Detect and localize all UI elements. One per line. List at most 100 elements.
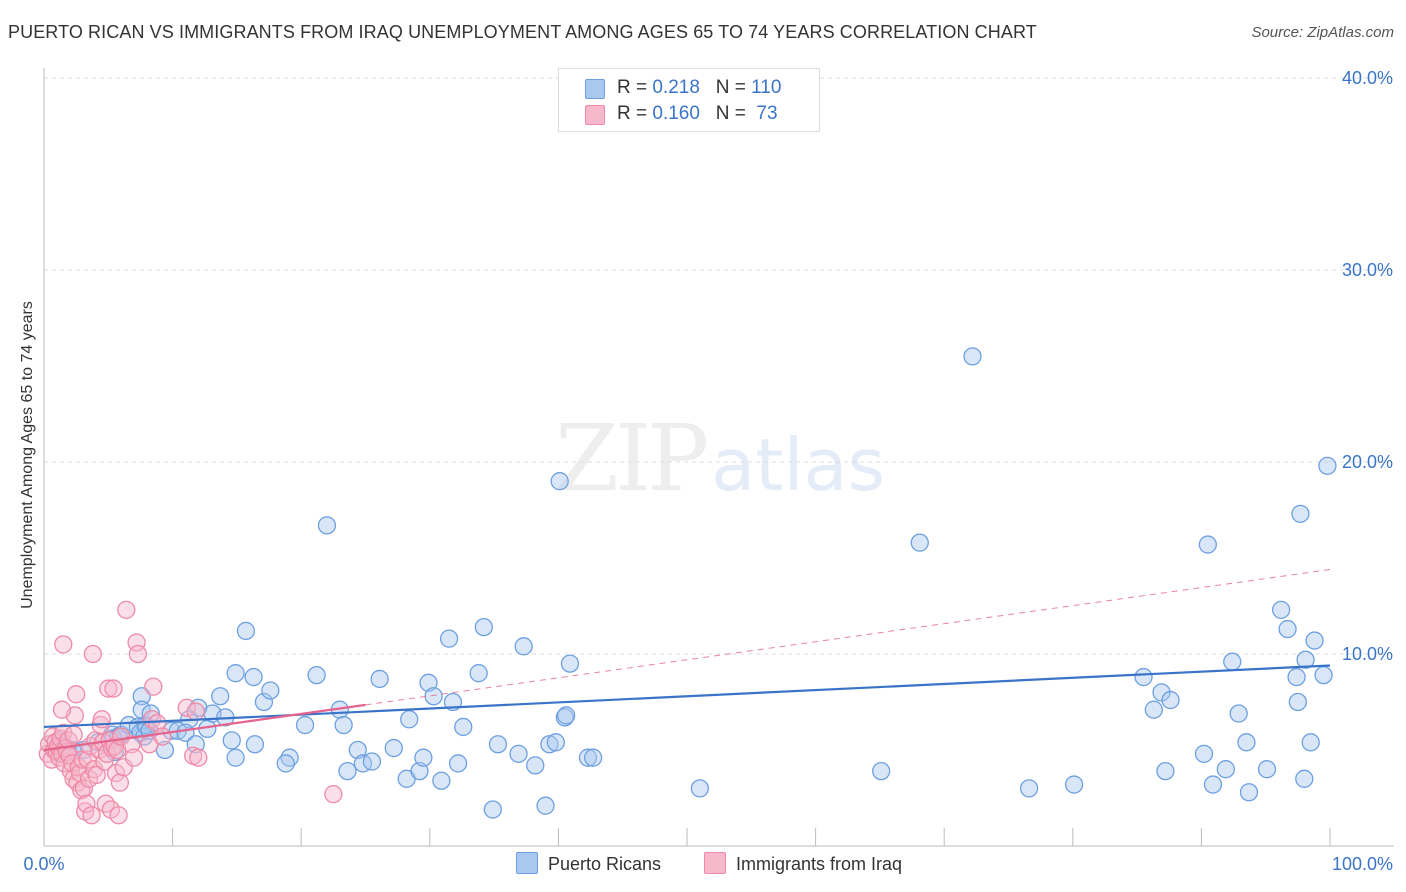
legend-n-value: 110 — [751, 77, 782, 98]
legend-item-puerto-ricans: Puerto Ricans — [516, 852, 661, 875]
data-point-puerto-rican — [424, 687, 443, 706]
data-point-puerto-rican — [439, 629, 459, 648]
data-point-puerto-rican — [226, 664, 245, 683]
data-point-puerto-rican — [338, 761, 357, 781]
data-point-puerto-rican — [254, 692, 274, 712]
data-point-puerto-rican — [370, 669, 389, 689]
y-tick-label: 40.0% — [1342, 68, 1393, 88]
legend-swatch-blue — [585, 79, 605, 99]
data-point-iraq — [96, 794, 115, 813]
data-point-puerto-rican — [1194, 744, 1214, 763]
data-point-puerto-rican — [690, 779, 710, 798]
legend-swatch-pink — [704, 852, 726, 874]
data-point-puerto-rican — [1295, 769, 1314, 788]
legend-swatch-blue — [516, 852, 538, 874]
legend-n-label: N = — [715, 77, 752, 98]
data-point-puerto-rican — [211, 687, 230, 706]
data-point-puerto-rican — [244, 667, 263, 687]
correlation-legend: R = 0.218 N = 110 R = 0.160 N = 73 — [558, 68, 820, 132]
legend-r-label: R = — [617, 103, 653, 124]
data-point-puerto-rican — [1278, 619, 1297, 639]
data-point-iraq — [67, 685, 86, 704]
data-point-puerto-rican — [1301, 733, 1320, 752]
legend-label-puerto-ricans: Puerto Ricans — [548, 854, 662, 874]
data-point-puerto-rican — [348, 740, 367, 760]
data-point-puerto-rican — [1156, 761, 1175, 781]
data-point-puerto-rican — [419, 673, 438, 692]
x-tick-label: 0.0% — [23, 854, 64, 874]
data-point-puerto-rican — [583, 748, 603, 767]
data-point-puerto-rican — [400, 710, 419, 729]
data-point-iraq — [87, 765, 106, 785]
legend-r-value: 0.160 — [652, 103, 700, 124]
data-point-puerto-rican — [872, 761, 891, 781]
data-point-puerto-rican — [578, 748, 598, 767]
x-tick-label: 100.0% — [1332, 854, 1393, 874]
data-point-puerto-rican — [222, 731, 241, 750]
trendline-iraq-dashed — [365, 569, 1331, 706]
data-point-puerto-rican — [509, 744, 528, 763]
series-legend: Puerto Ricans Immigrants from Iraq — [0, 852, 1406, 880]
data-point-puerto-rican — [483, 800, 502, 819]
data-point-iraq — [177, 698, 196, 717]
data-point-puerto-rican — [186, 735, 205, 754]
data-point-iraq — [97, 744, 117, 763]
data-point-iraq — [104, 679, 123, 698]
chart-title: PUERTO RICAN VS IMMIGRANTS FROM IRAQ UNE… — [8, 22, 1037, 42]
data-point-puerto-rican — [469, 664, 488, 683]
data-point-puerto-rican — [963, 347, 982, 366]
data-point-puerto-rican — [560, 654, 580, 673]
data-point-iraq — [189, 748, 208, 767]
data-point-puerto-rican — [295, 715, 315, 735]
data-point-puerto-rican — [1318, 456, 1337, 475]
data-point-puerto-rican — [540, 735, 559, 754]
data-point-puerto-rican — [276, 754, 295, 773]
data-point-puerto-rican — [1305, 631, 1324, 650]
data-point-iraq — [83, 644, 103, 664]
data-point-puerto-rican — [536, 796, 555, 815]
data-point-puerto-rican — [1203, 775, 1223, 794]
data-point-puerto-rican — [1019, 779, 1039, 798]
data-point-puerto-rican — [1064, 775, 1084, 794]
data-point-puerto-rican — [910, 533, 929, 552]
data-point-puerto-rican — [556, 706, 576, 725]
data-point-puerto-rican — [1237, 733, 1256, 752]
data-point-iraq — [59, 731, 78, 750]
data-point-iraq — [110, 773, 130, 792]
series-puerto-ricans — [47, 347, 1337, 819]
data-point-puerto-rican — [1257, 760, 1277, 779]
data-point-puerto-rican — [236, 621, 256, 641]
data-point-puerto-rican — [448, 754, 468, 773]
data-point-puerto-rican — [414, 748, 433, 767]
data-point-puerto-rican — [245, 735, 265, 754]
data-point-puerto-rican — [1216, 760, 1235, 779]
data-point-puerto-rican — [362, 752, 382, 771]
data-point-iraq — [77, 794, 96, 813]
data-point-iraq — [109, 806, 128, 825]
legend-r-value: 0.218 — [652, 77, 700, 98]
data-point-puerto-rican — [226, 748, 245, 767]
data-point-puerto-rican — [261, 681, 280, 700]
data-point-iraq — [128, 644, 148, 664]
data-point-puerto-rican — [1134, 667, 1153, 687]
data-point-iraq — [324, 785, 343, 804]
data-point-puerto-rican — [1314, 665, 1333, 685]
data-point-iraq — [122, 735, 141, 754]
data-point-puerto-rican — [526, 756, 545, 775]
data-point-puerto-rican — [410, 761, 429, 781]
data-point-puerto-rican — [1198, 535, 1217, 554]
data-point-puerto-rican — [1288, 692, 1307, 712]
data-point-puerto-rican — [454, 717, 473, 737]
data-point-puerto-rican — [474, 617, 493, 637]
data-point-puerto-rican — [307, 665, 326, 685]
data-point-iraq — [153, 727, 172, 746]
data-point-puerto-rican — [1296, 650, 1315, 669]
data-point-puerto-rican — [1161, 690, 1180, 710]
legend-item-iraq: Immigrants from Iraq — [704, 852, 902, 875]
data-point-puerto-rican — [1229, 704, 1248, 723]
data-point-iraq — [186, 702, 205, 721]
y-tick-label: 30.0% — [1342, 260, 1393, 280]
y-tick-label: 10.0% — [1342, 644, 1393, 664]
trendline-iraq-solid — [43, 703, 366, 752]
